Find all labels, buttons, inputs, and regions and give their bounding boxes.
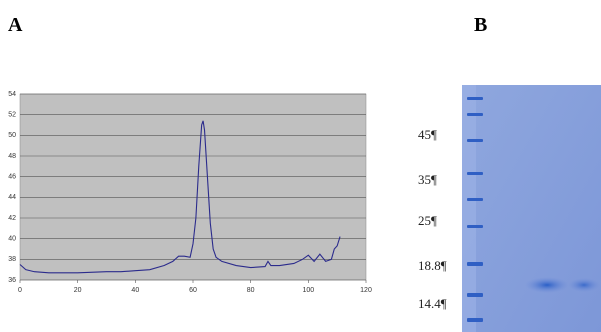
ladder-band	[467, 318, 483, 322]
y-tick-label: 42	[8, 215, 16, 222]
ladder-band	[467, 262, 483, 266]
marker-label: 14.4¶	[418, 296, 447, 311]
ladder-band	[467, 97, 483, 100]
plot-area	[20, 94, 366, 280]
figure: A B 36 38 40 42 44 46 48 50 52 54 0 20 40 60 80 100 120 4…	[0, 0, 601, 332]
ladder-band	[467, 225, 483, 228]
x-tick-label: 0	[18, 287, 22, 294]
ladder-band	[467, 139, 483, 142]
x-tick-label: 100	[302, 287, 314, 294]
marker-label: 25¶	[418, 213, 437, 228]
protein-band	[525, 277, 569, 293]
ladder-band	[467, 293, 483, 297]
ladder-band	[467, 113, 483, 116]
marker-label: 45¶	[418, 127, 437, 142]
marker-label: 35¶	[418, 172, 437, 187]
y-tick-label: 54	[8, 91, 16, 98]
protein-band	[568, 278, 600, 292]
y-tick-label: 50	[8, 132, 16, 139]
y-tick-label: 38	[8, 256, 16, 263]
gel-image	[462, 85, 601, 332]
y-tick-label: 40	[8, 236, 16, 243]
x-tick-label: 40	[131, 287, 139, 294]
x-tick-label: 80	[247, 287, 255, 294]
x-tick-label: 60	[189, 287, 197, 294]
y-tick-label: 48	[8, 153, 16, 160]
ladder-band	[467, 172, 483, 175]
y-tick-label: 44	[8, 194, 16, 201]
ladder-band	[467, 198, 483, 201]
marker-label: 18.8¶	[418, 258, 447, 273]
y-tick-label: 36	[8, 277, 16, 284]
y-tick-label: 46	[8, 174, 16, 181]
panel-label: A	[8, 14, 23, 36]
x-tick-label: 20	[74, 287, 82, 294]
y-tick-label: 52	[8, 112, 16, 119]
panel-label: B	[474, 14, 487, 36]
x-tick-label: 120	[360, 287, 372, 294]
